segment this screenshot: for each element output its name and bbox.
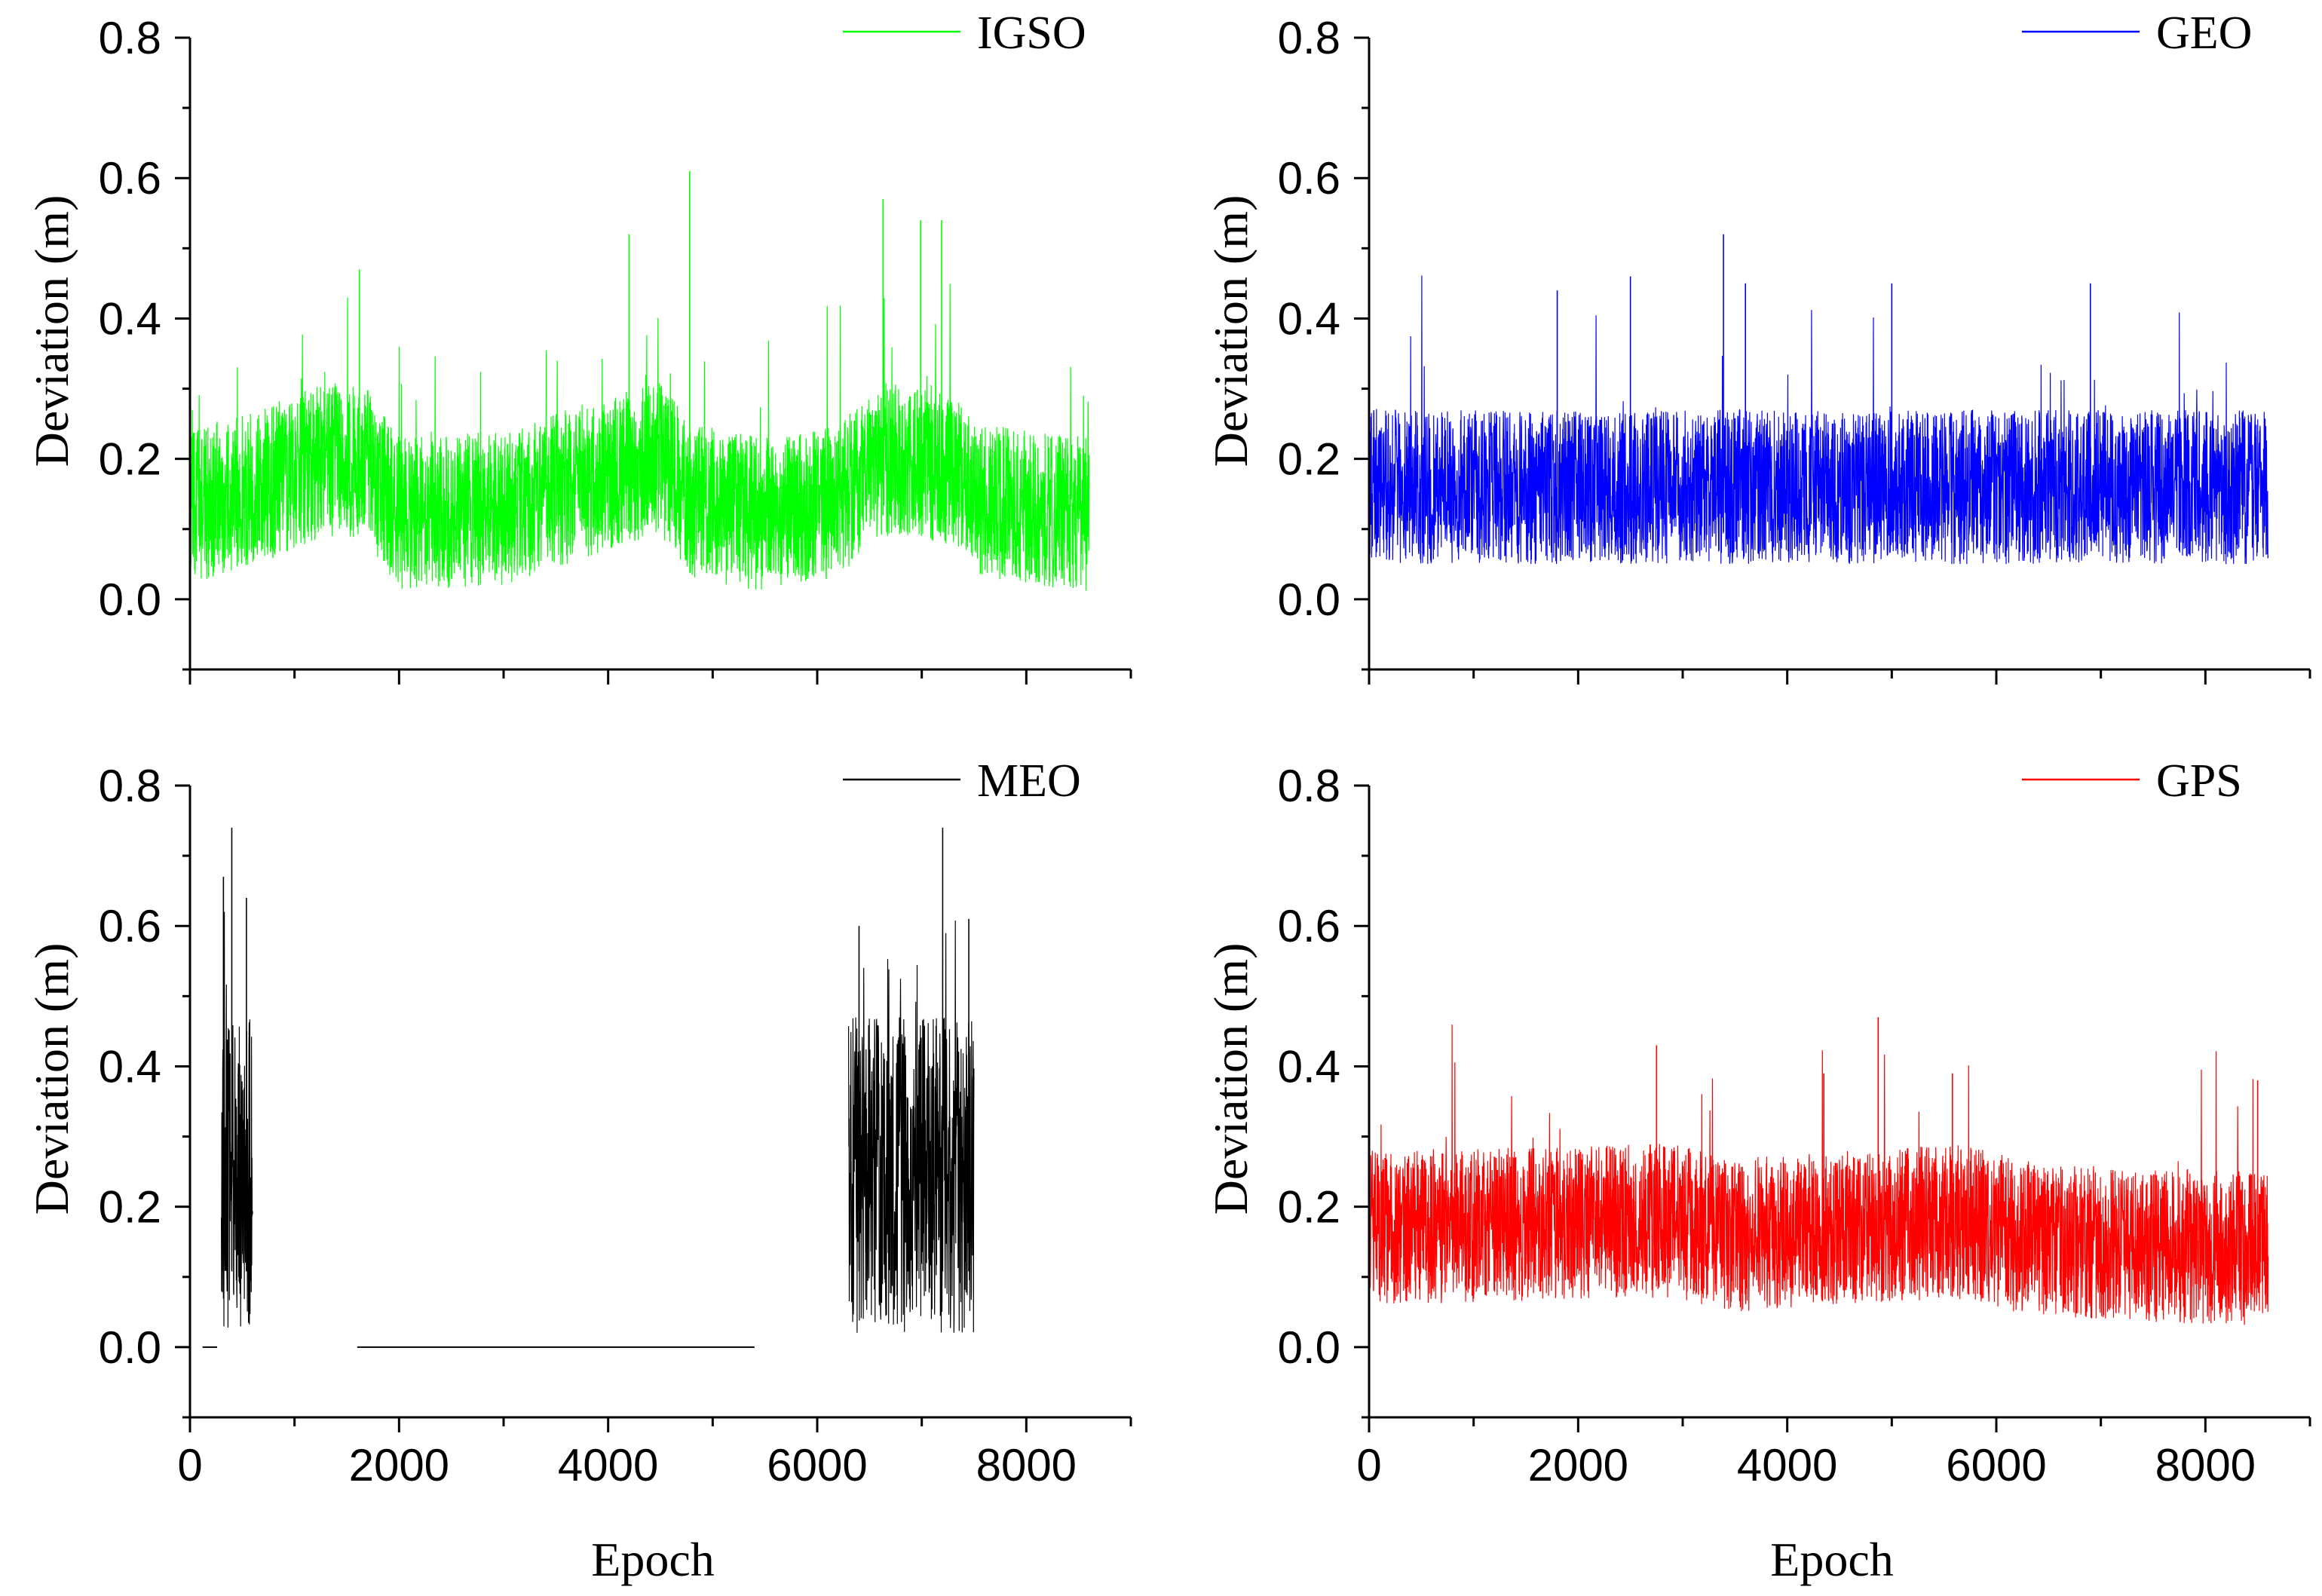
x-tick-label: 0 (177, 1440, 202, 1490)
y-tick-label: 0.2 (99, 1182, 161, 1233)
y-tick-label: 0.0 (99, 1322, 161, 1373)
x-axis-title: Epoch (1770, 1533, 1894, 1586)
series-line-gps (1368, 1024, 2269, 1325)
series-line-igso (189, 283, 1090, 591)
y-tick-label: 0.8 (99, 13, 161, 63)
legend-label: GEO (2156, 8, 2252, 59)
chart-panel-meo: 0.0 0.2 0.4 0.6 0.8 0 2000 4000 6000 8000 Deviatio… (25, 755, 1132, 1586)
legend-label: IGSO (977, 8, 1086, 59)
x-axis-title: Epoch (591, 1533, 715, 1586)
y-axis-title: Deviation (m) (25, 195, 78, 467)
y-tick-label: 0.4 (1278, 1041, 1340, 1092)
series-line-geo (1368, 275, 2269, 565)
y-tick-label: 0.2 (1278, 1182, 1340, 1233)
x-tick-label: 6000 (1946, 1440, 2046, 1490)
x-tick-label: 8000 (976, 1440, 1077, 1490)
x-tick-label: 4000 (558, 1440, 658, 1490)
y-tick-label: 0.8 (1278, 761, 1340, 811)
chart-panel-gps: 0.0 0.2 0.4 0.6 0.8 0 2000 4000 6000 8000 Deviatio… (1204, 755, 2311, 1586)
x-tick-label: 2000 (349, 1440, 449, 1490)
y-axis-title: Deviation (m) (1204, 195, 1257, 467)
x-tick-label: 0 (1356, 1440, 1381, 1490)
y-axis-title: Deviation (m) (1204, 943, 1257, 1215)
chart-panel-igso: 0.0 0.2 0.4 0.6 0.8 Deviation (m) IGSO (25, 8, 1132, 685)
x-tick-label: 6000 (767, 1440, 867, 1490)
x-tick-label: 2000 (1528, 1440, 1628, 1490)
y-tick-label: 0.8 (1278, 13, 1340, 63)
y-axis-title: Deviation (m) (25, 943, 78, 1215)
y-tick-label: 0.0 (99, 574, 161, 625)
y-tick-label: 0.6 (99, 901, 161, 951)
y-tick-label: 0.4 (99, 293, 161, 344)
y-tick-label: 0.4 (1278, 293, 1340, 344)
y-tick-label: 0.8 (99, 761, 161, 811)
y-tick-label: 0.4 (99, 1041, 161, 1092)
series-line-meo (221, 911, 975, 1333)
y-tick-label: 0.0 (1278, 574, 1340, 625)
legend-label: MEO (977, 755, 1081, 807)
y-tick-label: 0.6 (1278, 153, 1340, 204)
chart-panel-geo: 0.0 0.2 0.4 0.6 0.8 Deviation (m) GEO (1204, 8, 2311, 685)
y-tick-label: 0.2 (99, 434, 161, 485)
y-tick-label: 0.6 (1278, 901, 1340, 951)
x-tick-label: 4000 (1737, 1440, 1837, 1490)
y-tick-label: 0.6 (99, 153, 161, 204)
legend-label: GPS (2156, 755, 2242, 807)
y-tick-label: 0.0 (1278, 1322, 1340, 1373)
x-tick-label: 8000 (2155, 1440, 2256, 1490)
y-tick-label: 0.2 (1278, 434, 1340, 485)
